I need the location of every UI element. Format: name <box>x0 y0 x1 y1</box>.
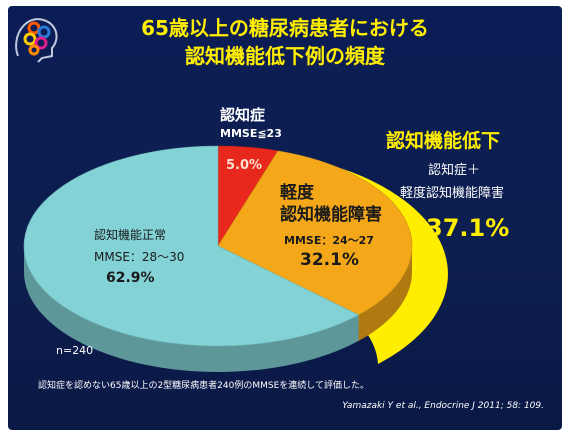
pie-chart <box>23 145 448 372</box>
head-gears-logo-icon <box>15 18 58 63</box>
normal-slice-side <box>24 246 359 372</box>
dementia-sub-label: MMSE≦23 <box>220 127 282 140</box>
chart-title: 65歳以上の糖尿病患者における 認知機能低下例の頻度 <box>8 14 562 70</box>
footnote: 認知症を認めない65歳以上の2型糖尿病患者240例のMMSEを連続して評価した。 <box>38 381 370 391</box>
highlight-title: 認知機能低下 <box>386 130 501 152</box>
slide: 65歳以上の糖尿病患者における 認知機能低下例の頻度 認知症 MMSE≦23 5… <box>8 6 562 430</box>
normal-label: 認知機能正常 <box>94 228 167 242</box>
normal-sub-label: MMSE：28～30 <box>94 250 185 264</box>
normal-slice <box>23 145 360 347</box>
mci-label: 軽度 認知機能障害 <box>280 183 382 225</box>
mci-slice <box>217 150 413 316</box>
title-line-1: 65歳以上の糖尿病患者における <box>141 16 429 40</box>
dementia-label: 認知症 <box>220 106 266 124</box>
n-label: n=240 <box>56 344 94 357</box>
dementia-value-label: 5.0% <box>226 158 263 173</box>
mci-sub-label: MMSE：24～27 <box>284 234 374 247</box>
citation: Yamazaki Y et al., Endocrine J 2011; 58:… <box>342 401 544 411</box>
mci-slice-side <box>358 246 412 341</box>
highlight-value: 37.1% <box>426 214 510 242</box>
highlight-sub-2: 軽度認知機能障害 <box>400 186 505 201</box>
normal-value-label: 62.9% <box>106 270 155 286</box>
highlight-sub-1: 認知症＋ <box>428 163 481 178</box>
mci-value-label: 32.1% <box>300 250 359 270</box>
title-line-2: 認知機能低下例の頻度 <box>185 44 385 68</box>
